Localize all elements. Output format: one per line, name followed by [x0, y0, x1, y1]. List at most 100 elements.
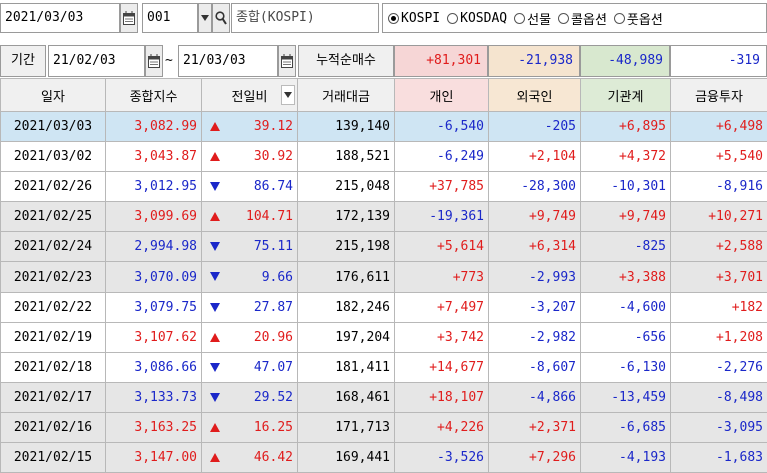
radio-dot-icon — [558, 12, 570, 24]
cell-financial-value: +3,701 — [716, 269, 763, 285]
cell-index-value: 3,133.73 — [134, 389, 197, 405]
cell-financial: +6,498 — [670, 110, 767, 143]
down-arrow-icon — [210, 302, 220, 312]
table-row[interactable]: 2021/02/23 3,070.09 9.66 176,611 +773 -2,993 +… — [0, 261, 767, 293]
code-dropdown-button[interactable] — [198, 3, 212, 33]
cell-index-value: 3,107.62 — [134, 329, 197, 345]
table-row[interactable]: 2021/02/18 3,086.66 47.07 181,411 +14,677 -8,… — [0, 351, 767, 383]
cell-change: 29.52 — [201, 381, 298, 413]
chevron-down-icon — [201, 15, 209, 21]
cell-index-value: 3,086.66 — [134, 359, 197, 375]
period-label: 기간 — [0, 45, 46, 77]
col-header-date[interactable]: 일자 — [0, 78, 106, 112]
cell-institution-value: +4,372 — [619, 149, 666, 165]
cell-foreign: -28,300 — [488, 171, 581, 203]
cell-index-value: 3,079.75 — [134, 299, 197, 315]
from-calendar-button[interactable] — [145, 45, 163, 77]
cell-index: 3,133.73 — [105, 381, 202, 413]
cell-foreign: -205 — [488, 110, 581, 143]
cell-amount-value: 215,048 — [335, 179, 390, 195]
cell-index: 2,994.98 — [105, 231, 202, 263]
cell-change-value: 9.66 — [261, 269, 293, 285]
cell-financial: +10,271 — [670, 201, 767, 233]
cell-institution: -6,130 — [580, 351, 671, 383]
to-calendar-button[interactable] — [278, 45, 296, 77]
calendar-icon — [123, 11, 135, 25]
cell-amount: 171,713 — [297, 411, 395, 444]
cell-foreign-value: -8,607 — [529, 359, 576, 375]
down-arrow-icon — [210, 362, 220, 372]
table-row[interactable]: 2021/02/25 3,099.69 104.71 172,139 -19,361 +9… — [0, 201, 767, 233]
cell-foreign: -8,607 — [488, 351, 581, 383]
period-to-input[interactable]: 21/03/03 — [178, 45, 278, 77]
cell-institution: +3,388 — [580, 261, 671, 293]
radio-kospi[interactable]: KOSPI — [388, 11, 440, 26]
table-row[interactable]: 2021/02/26 3,012.95 86.74 215,048 +37,785 -28… — [0, 171, 767, 203]
change-column-dropdown[interactable] — [281, 85, 295, 105]
cell-amount-value: 181,411 — [335, 359, 390, 375]
radio-call-option[interactable]: 콜옵션 — [558, 9, 607, 28]
cell-individual-value: +7,497 — [437, 299, 484, 315]
period-row: 기간 21/02/03 ~ 21/03/03 누적순매수 +81,301 -21… — [0, 45, 767, 77]
cell-individual: +4,226 — [394, 411, 489, 444]
cell-change: 47.07 — [201, 351, 298, 383]
table-row[interactable]: 2021/03/03 3,082.99 39.12 139,140 -6,540 -205… — [0, 110, 767, 143]
cell-index-value: 3,099.69 — [134, 209, 197, 225]
cell-amount-value: 172,139 — [335, 209, 390, 225]
cell-amount: 181,411 — [297, 351, 395, 383]
cell-date: 2021/02/22 — [0, 291, 106, 323]
cell-index-value: 3,082.99 — [134, 119, 197, 135]
cell-institution: -4,600 — [580, 291, 671, 323]
search-button[interactable] — [212, 3, 230, 33]
cell-foreign: +2,371 — [488, 411, 581, 444]
date-input[interactable]: 2021/03/03 — [0, 3, 120, 33]
table-row[interactable]: 2021/02/17 3,133.73 29.52 168,461 +18,107 -4,… — [0, 381, 767, 413]
cell-amount: 215,048 — [297, 171, 395, 203]
cell-date: 2021/02/23 — [0, 261, 106, 293]
cell-individual-value: +5,614 — [437, 239, 484, 255]
cell-change-value: 75.11 — [253, 239, 293, 255]
up-arrow-icon — [210, 422, 220, 432]
cell-foreign-value: +6,314 — [529, 239, 576, 255]
cell-amount-value: 168,461 — [335, 389, 390, 405]
radio-label: 콜옵션 — [571, 12, 607, 28]
cell-date: 2021/02/19 — [0, 321, 106, 353]
col-header-institution[interactable]: 기관계 — [580, 78, 671, 112]
col-header-individual[interactable]: 개인 — [394, 78, 489, 112]
up-arrow-icon — [210, 332, 220, 342]
calendar-button[interactable] — [120, 3, 138, 33]
cell-financial: +2,588 — [670, 231, 767, 263]
calendar-icon — [148, 54, 160, 68]
cell-change-value: 86.74 — [253, 179, 293, 195]
table-row[interactable]: 2021/02/22 3,079.75 27.87 182,246 +7,497 -3,2… — [0, 291, 767, 323]
cell-foreign-value: -4,866 — [529, 389, 576, 405]
radio-put-option[interactable]: 풋옵션 — [613, 9, 663, 28]
cell-individual-value: -6,540 — [437, 119, 484, 135]
cell-change: 46.42 — [201, 442, 298, 473]
table-row[interactable]: 2021/02/16 3,163.25 16.25 171,713 +4,226 +2,3… — [0, 411, 767, 444]
radio-futures[interactable]: 선물 — [514, 9, 551, 28]
table-row[interactable]: 2021/02/24 2,994.98 75.11 215,198 +5,614 +6,3… — [0, 231, 767, 263]
cell-amount-value: 171,713 — [335, 419, 390, 435]
cell-foreign: -4,866 — [488, 381, 581, 413]
table-row[interactable]: 2021/02/15 3,147.00 46.42 169,441 -3,526 +7,2… — [0, 442, 767, 473]
code-input[interactable]: 001 — [142, 3, 198, 33]
col-header-foreign[interactable]: 외국인 — [488, 78, 581, 112]
table-row[interactable]: 2021/03/02 3,043.87 30.92 188,521 -6,249 +2,1… — [0, 141, 767, 173]
cell-amount-value: 215,198 — [335, 239, 390, 255]
period-from-input[interactable]: 21/02/03 — [48, 45, 145, 77]
cell-index: 3,043.87 — [105, 141, 202, 173]
period-separator: ~ — [165, 53, 173, 68]
search-icon — [215, 11, 227, 25]
table-row[interactable]: 2021/02/19 3,107.62 20.96 197,204 +3,742 -2,9… — [0, 321, 767, 353]
col-header-financial[interactable]: 금융투자 — [670, 78, 767, 112]
cell-institution-value: -10,301 — [611, 179, 666, 195]
cell-change: 75.11 — [201, 231, 298, 263]
col-header-change[interactable]: 전일비 — [201, 78, 298, 112]
cell-amount-value: 182,246 — [335, 299, 390, 315]
radio-kosdaq[interactable]: KOSDAQ — [447, 11, 507, 26]
col-header-index[interactable]: 종합지수 — [105, 78, 202, 112]
cell-institution-value: -6,685 — [619, 419, 666, 435]
cum-institution-value: -48,989 — [580, 45, 670, 77]
col-header-amount[interactable]: 거래대금 — [297, 78, 395, 112]
